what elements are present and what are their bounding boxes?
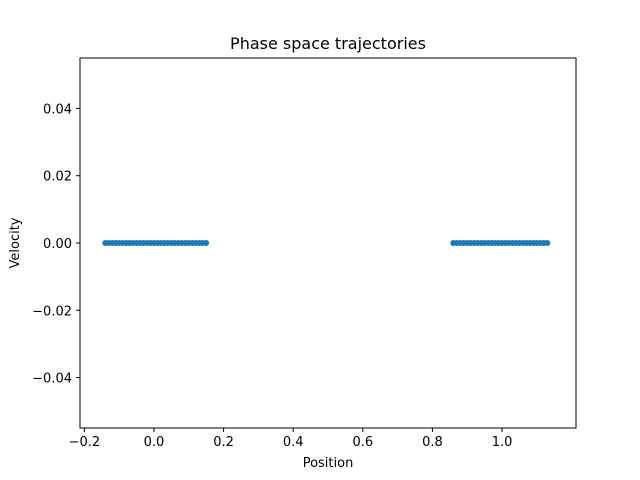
x-tick-label: 0.6 <box>352 435 373 450</box>
data-point <box>544 240 551 246</box>
y-tick-label: −0.04 <box>32 372 72 387</box>
x-tick-label: 0.4 <box>283 435 304 450</box>
x-tick-label: −0.2 <box>69 435 101 450</box>
x-tick-label: 0.0 <box>144 435 165 450</box>
y-axis-label: Velocity <box>8 217 23 268</box>
y-axis-ticks: −0.04 −0.02 0.00 0.02 0.04 <box>32 102 80 387</box>
data-points <box>102 240 551 246</box>
x-axis-ticks: −0.2 0.0 0.2 0.4 0.6 0.8 1.0 <box>69 428 513 450</box>
chart-title: Phase space trajectories <box>230 34 426 53</box>
y-tick-label: 0.02 <box>43 170 72 185</box>
x-tick-label: 0.2 <box>213 435 234 450</box>
x-tick-label: 0.8 <box>422 435 443 450</box>
data-point <box>203 240 210 246</box>
y-tick-label: 0.00 <box>43 237 72 252</box>
y-tick-label: −0.02 <box>32 304 72 319</box>
x-axis-label: Position <box>303 456 354 471</box>
y-tick-label: 0.04 <box>43 102 72 117</box>
x-tick-label: 1.0 <box>492 435 513 450</box>
